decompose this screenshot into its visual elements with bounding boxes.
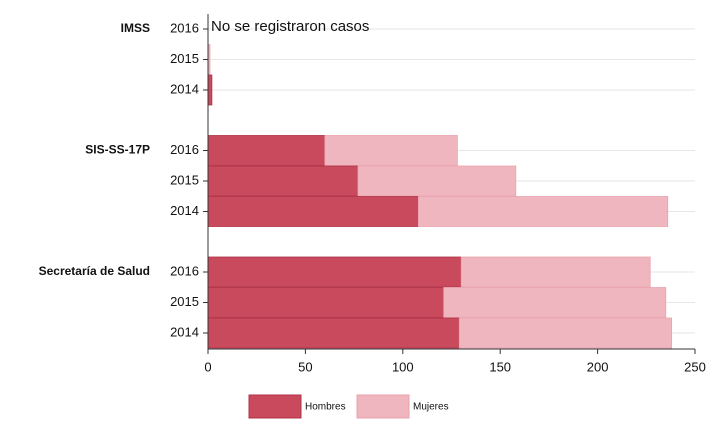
x-tick-label: 200 — [587, 359, 609, 374]
bar — [207, 74, 213, 106]
y-tick-label: 2015 — [170, 172, 199, 187]
bar — [417, 196, 669, 227]
y-tick-label: 2015 — [170, 51, 199, 66]
annotation: No se registraron casos — [211, 18, 369, 35]
y-tick-label: 2015 — [170, 294, 199, 309]
bar — [357, 165, 517, 197]
bar — [207, 135, 326, 166]
legend-label: Hombres — [305, 402, 346, 413]
bar — [207, 196, 419, 227]
bar — [207, 165, 359, 197]
group-label: Secretaría de Salud — [39, 264, 150, 278]
bar — [207, 287, 445, 318]
bar — [324, 135, 458, 166]
x-tick-label: 100 — [392, 359, 414, 374]
bar — [207, 256, 462, 288]
legend-swatch — [248, 394, 302, 419]
y-tick-label: 2014 — [170, 203, 199, 218]
bar — [458, 317, 673, 349]
bar — [460, 256, 651, 288]
x-tick-label: 50 — [298, 359, 312, 374]
group-label: SIS-SS-17P — [85, 143, 150, 157]
legend-label: Mujeres — [413, 402, 449, 413]
y-tick-label: 2016 — [170, 263, 199, 278]
group-label: IMSS — [121, 21, 150, 35]
x-tick-label: 250 — [684, 359, 706, 374]
y-tick-label: 2016 — [170, 20, 199, 35]
legend-swatch — [356, 394, 410, 419]
y-tick-label: 2014 — [170, 324, 199, 339]
y-tick-label: 2014 — [170, 81, 199, 96]
x-tick-label: 150 — [489, 359, 511, 374]
bar — [207, 317, 460, 349]
x-tick-label: 0 — [204, 359, 211, 374]
bar — [443, 287, 667, 318]
y-tick-label: 2016 — [170, 142, 199, 157]
